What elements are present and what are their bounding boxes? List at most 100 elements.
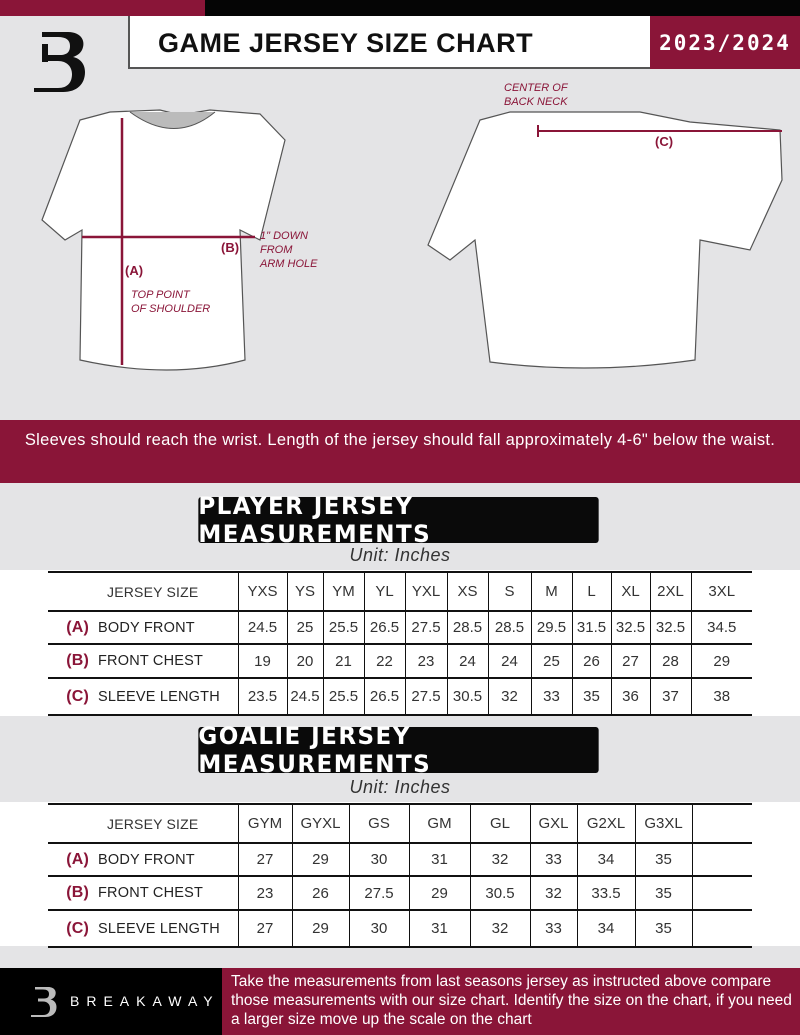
measurement-cell: 33 — [529, 842, 577, 876]
jersey-diagram — [41, 109, 783, 371]
size-header: YM — [322, 571, 364, 611]
measurement-cell: 31 — [408, 909, 470, 948]
measurement-cell: 28.5 — [446, 610, 488, 644]
size-header: L — [571, 571, 611, 611]
row-name: BODY FRONT — [98, 851, 195, 868]
measurement-cell: 26.5 — [363, 677, 405, 716]
measurement-cell: 30 — [348, 909, 409, 948]
measurement-cell: 34.5 — [690, 610, 752, 644]
measurement-cell — [691, 875, 752, 910]
measurement-cell: 24 — [487, 643, 531, 678]
top-bar-accent — [0, 0, 205, 16]
measurement-cell: 23 — [237, 875, 292, 910]
size-header: 3XL — [690, 571, 752, 611]
measurement-cell: 37 — [649, 677, 691, 716]
row-label: (A) BODY FRONT — [48, 610, 238, 644]
jersey-back-outline — [427, 111, 783, 369]
measurement-cell: 21 — [322, 643, 364, 678]
row-name: FRONT CHEST — [98, 653, 204, 669]
measurement-cell: 34 — [576, 909, 635, 948]
size-header: YL — [363, 571, 405, 611]
measurement-cell — [691, 909, 752, 948]
size-header: GS — [348, 803, 409, 843]
header-row: JERSEY SIZE GYM GYXL GS GM GL GXL G2XL G3XL — [48, 803, 752, 843]
measurement-cell: 31.5 — [571, 610, 611, 644]
measurement-cell: 32.5 — [649, 610, 691, 644]
breakaway-logo-small-icon — [31, 987, 57, 1017]
size-header: GM — [408, 803, 470, 843]
label-arm-hole: 1" DOWN FROM ARM HOLE — [260, 230, 318, 270]
measurement-cell: 35 — [634, 842, 692, 876]
measurement-cell: 27 — [237, 909, 292, 948]
measurement-cell: 26.5 — [363, 610, 405, 644]
row-key: (B) — [66, 652, 89, 669]
season-badge: 2023/2024 — [650, 16, 800, 69]
measurement-cell: 35 — [571, 677, 611, 716]
table-row: (A) BODY FRONT 27 29 30 31 32 33 34 35 — [48, 842, 752, 876]
size-header: GYM — [237, 803, 292, 843]
player-heading: PLAYER JERSEY MEASUREMENTS — [198, 492, 599, 548]
label-b: (B) — [221, 240, 240, 255]
measurement-cell: 25 — [286, 610, 323, 644]
measurement-cell: 29 — [291, 842, 349, 876]
row-key: (B) — [66, 884, 89, 901]
label-top-point: TOP POINT OF SHOULDER — [131, 289, 211, 315]
measurement-cell: 32 — [487, 677, 531, 716]
measurement-cell: 23.5 — [237, 677, 287, 716]
size-header: G2XL — [576, 803, 635, 843]
measurement-cell: 27 — [610, 643, 650, 678]
measurement-cell: 25 — [530, 643, 572, 678]
measurement-cell: 29 — [408, 875, 470, 910]
table-row: (B) FRONT CHEST 23 26 27.5 29 30.5 32 33.5 35 — [48, 875, 752, 910]
footer-instructions: Take the measurements from last seasons … — [222, 968, 800, 1035]
measurement-cell: 24.5 — [237, 610, 287, 644]
row-name: SLEEVE LENGTH — [98, 688, 220, 705]
label-back-neck: CENTER OF BACK NECK — [504, 82, 568, 108]
measurement-cell: 29 — [690, 643, 752, 678]
measurement-cell: 32 — [469, 842, 530, 876]
title-box — [128, 16, 651, 69]
measurement-cell: 27.5 — [404, 610, 447, 644]
row-name: SLEEVE LENGTH — [98, 920, 220, 937]
row-label: (A) BODY FRONT — [48, 842, 238, 876]
size-header: G3XL — [634, 803, 692, 843]
measurement-cell: 36 — [610, 677, 650, 716]
row-key: (A) — [66, 850, 89, 868]
row-label: (C) SLEEVE LENGTH — [48, 677, 238, 716]
measurement-cell: 29 — [291, 909, 349, 948]
label-c: (C) — [655, 134, 674, 149]
row-name: BODY FRONT — [98, 619, 195, 636]
label-a: (A) — [125, 263, 144, 278]
size-header: GYXL — [291, 803, 349, 843]
row-label: (B) FRONT CHEST — [48, 643, 238, 678]
row-key: (C) — [66, 687, 89, 705]
size-label: JERSEY SIZE — [48, 571, 238, 611]
size-header — [691, 803, 752, 843]
size-header: XL — [610, 571, 650, 611]
measurement-cell: 32 — [529, 875, 577, 910]
measurement-cell: 28 — [649, 643, 691, 678]
jersey-front-outline — [41, 109, 286, 371]
measurement-cell: 31 — [408, 842, 470, 876]
measurement-cell: 38 — [690, 677, 752, 716]
row-label: (B) FRONT CHEST — [48, 875, 238, 910]
goalie-unit: Unit: Inches — [349, 777, 451, 797]
table-row: (C) SLEEVE LENGTH 23.5 24.5 25.5 26.5 27.5 30.5… — [48, 677, 752, 716]
measurement-cell: 20 — [286, 643, 323, 678]
size-header: YXL — [404, 571, 447, 611]
measurement-cell: 35 — [634, 875, 692, 910]
notice-band: Sleeves should reach the wrist. Length o… — [0, 420, 800, 483]
table-row: (A) BODY FRONT 24.5 25 25.5 26.5 27.5 28.5 28.5 2… — [48, 610, 752, 644]
measurement-cell: 33 — [530, 677, 572, 716]
measurement-cell: 27.5 — [348, 875, 409, 910]
measurement-cell: 23 — [404, 643, 447, 678]
top-bar-dark — [205, 0, 800, 16]
measurement-cell: 19 — [237, 643, 287, 678]
page-title: GAME JERSEY SIZE CHART — [158, 28, 534, 58]
measurement-cell: 27 — [237, 842, 292, 876]
measurement-cell: 32.5 — [610, 610, 650, 644]
footer-brand-area — [0, 968, 222, 1035]
measurement-cell: 25.5 — [322, 610, 364, 644]
brand-name: BREAKAWAY — [70, 993, 220, 1009]
measurement-cell: 26 — [571, 643, 611, 678]
